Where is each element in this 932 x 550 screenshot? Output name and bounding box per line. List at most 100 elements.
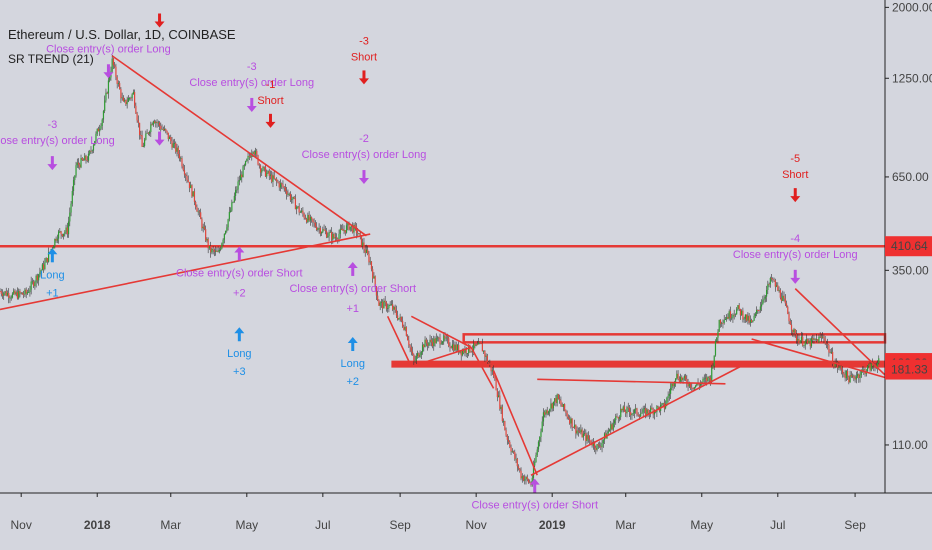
candle — [449, 342, 451, 352]
signal-arrow-head — [358, 78, 369, 85]
candle-body — [109, 77, 111, 81]
candle-body — [858, 374, 860, 378]
candle-body — [299, 211, 302, 213]
indicator-label[interactable]: SR TREND (21) — [8, 52, 94, 66]
candle-body — [692, 387, 694, 389]
candle — [40, 269, 42, 277]
candle — [236, 186, 238, 194]
candle — [844, 369, 846, 382]
candle-body — [762, 299, 764, 305]
candle-body — [281, 183, 283, 185]
candle — [823, 334, 825, 344]
candle — [483, 350, 485, 355]
candle-body — [283, 187, 285, 188]
candle-body — [598, 445, 601, 447]
candle-body — [302, 210, 304, 214]
candle-body — [612, 423, 614, 430]
candle-body — [87, 153, 90, 161]
candle-body — [607, 431, 609, 433]
candle — [727, 313, 729, 320]
candle — [450, 345, 452, 349]
candle-body — [349, 226, 351, 230]
candle — [16, 287, 19, 300]
candle — [241, 171, 243, 183]
candle — [428, 342, 430, 349]
candle — [183, 165, 186, 178]
candle — [13, 288, 15, 295]
candle-body — [496, 390, 498, 398]
candle — [686, 374, 688, 388]
candle — [76, 158, 78, 168]
candle-body — [853, 375, 855, 378]
candle-body — [803, 345, 805, 347]
trend-line — [386, 315, 413, 367]
candle — [0, 288, 1, 292]
candle — [268, 168, 270, 181]
candle-body — [374, 276, 376, 287]
candle — [820, 333, 823, 342]
candle-body — [550, 403, 552, 410]
candle — [713, 355, 715, 371]
candle — [134, 89, 136, 109]
candle-body — [635, 408, 637, 410]
candle — [358, 233, 360, 235]
candle-body — [89, 150, 91, 154]
candle — [175, 141, 177, 154]
candle — [182, 163, 184, 172]
candle-body — [707, 376, 709, 382]
signal-label: Long — [341, 358, 365, 370]
candle-body — [322, 229, 324, 233]
candle — [312, 218, 314, 227]
candle — [668, 388, 670, 401]
x-axis[interactable]: Nov 2018 Mar May Jul Sep Nov 2019 Mar May Jul Sep — [11, 493, 867, 532]
candle-body — [784, 298, 786, 304]
candle-body — [541, 421, 543, 432]
candle — [147, 132, 149, 136]
signal-label: Close entry(s) order Short — [289, 283, 416, 295]
candle-body — [505, 430, 507, 436]
candle-body — [318, 227, 320, 229]
candle-body — [289, 193, 292, 200]
candle — [317, 227, 319, 232]
candle-body — [869, 364, 871, 371]
candle — [819, 332, 821, 339]
y-axis[interactable]: 2000.00 1250.00 650.00 350.00 110.00 — [885, 0, 932, 452]
candle — [181, 155, 183, 169]
x-tick-label: May — [235, 518, 258, 532]
candle-body — [369, 261, 371, 263]
candle — [737, 305, 739, 311]
candle — [794, 328, 796, 338]
candle-body — [91, 150, 93, 152]
signal-arrow-head — [790, 277, 801, 284]
candle — [368, 251, 370, 266]
candle-body — [414, 360, 416, 362]
candle — [540, 428, 542, 443]
candle-body — [802, 336, 804, 346]
candle — [754, 312, 756, 319]
candle-body — [38, 274, 40, 281]
candle — [464, 345, 466, 357]
trend-line — [794, 288, 886, 376]
candle-body — [431, 342, 434, 347]
candle-body — [478, 342, 480, 345]
candle — [276, 177, 278, 187]
candle-body — [286, 190, 288, 195]
candle — [170, 134, 172, 145]
candle — [19, 288, 21, 298]
candle — [362, 238, 364, 250]
candle-body — [424, 339, 426, 348]
candle — [582, 430, 584, 441]
candle-body — [419, 354, 421, 358]
candle — [158, 121, 161, 131]
candle — [385, 300, 388, 312]
candle-body — [74, 175, 76, 180]
candle — [397, 310, 399, 321]
candle-body — [721, 322, 723, 324]
candle-body — [134, 92, 136, 106]
candle — [843, 371, 845, 378]
candle — [721, 321, 723, 327]
candle-body — [719, 319, 722, 324]
candle-body — [163, 128, 166, 131]
candle-body — [470, 351, 472, 353]
